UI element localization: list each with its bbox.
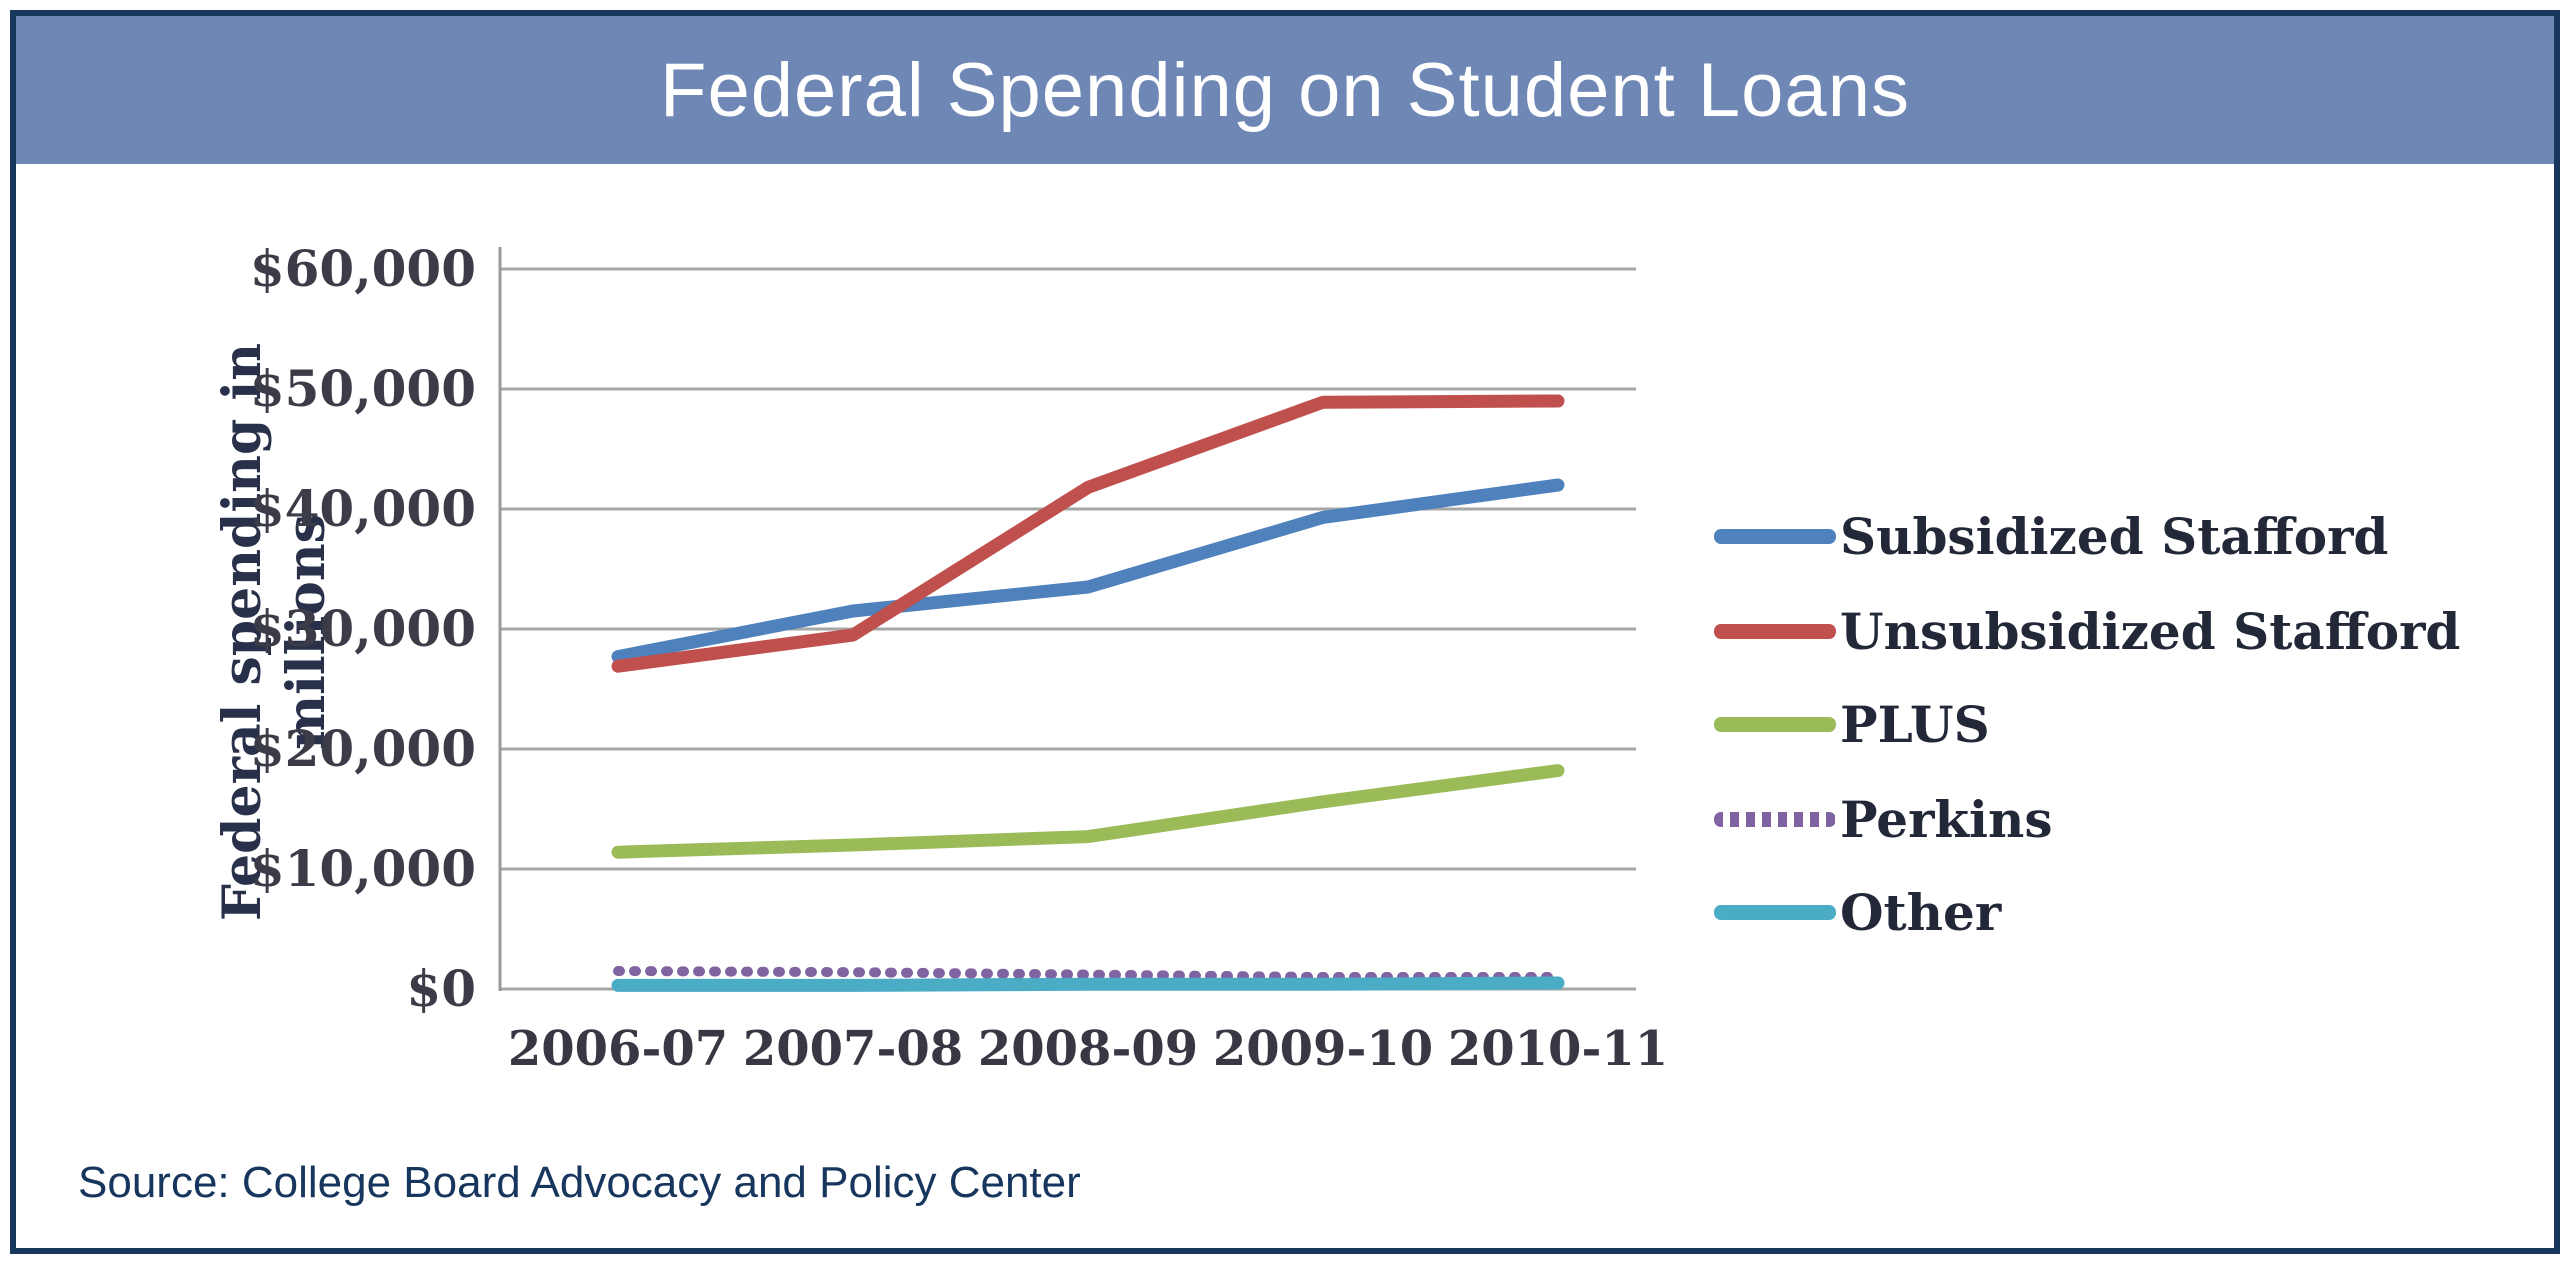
x-tick-label: 2007-08	[742, 1021, 964, 1077]
legend-label: Perkins	[1840, 789, 2053, 849]
y-tick-label: $10,000	[249, 839, 476, 898]
y-tick-label: $50,000	[249, 359, 476, 418]
chart-title: Federal Spending on Student Loans	[660, 47, 1910, 133]
y-tick-label: $20,000	[249, 719, 476, 778]
legend-label: PLUS	[1840, 694, 1990, 754]
legend-swatch-line-icon	[1714, 623, 1836, 639]
legend-swatch-line-icon	[1714, 716, 1836, 732]
legend-item: PLUS	[1714, 692, 1990, 756]
legend-item: Other	[1714, 880, 2001, 944]
legend-swatch-line-icon	[1714, 528, 1836, 544]
y-tick-label: $40,000	[249, 479, 476, 538]
x-tick-label: 2006-07	[507, 1021, 729, 1077]
legend-item: Subsidized Stafford	[1714, 504, 2388, 568]
y-tick-label: $0	[406, 959, 476, 1018]
y-tick-label: $60,000	[249, 239, 476, 298]
x-tick-label: 2008-09	[977, 1021, 1199, 1077]
legend: Subsidized Stafford Unsubsidized Staffor…	[1714, 16, 2514, 1248]
legend-label: Other	[1840, 882, 2002, 942]
legend-label: Unsubsidized Stafford	[1840, 601, 2461, 661]
legend-item: Unsubsidized Stafford	[1714, 599, 2460, 663]
header-band: Federal Spending on Student Loans	[16, 16, 2554, 164]
legend-label: Subsidized Stafford	[1840, 506, 2389, 566]
y-tick-label: $30,000	[249, 599, 476, 658]
legend-swatch-line-icon	[1714, 904, 1836, 920]
chart-card: Federal Spending on Student Loans Federa…	[10, 10, 2560, 1254]
x-tick-label: 2009-10	[1212, 1021, 1434, 1077]
legend-item: Perkins	[1714, 787, 2053, 851]
legend-swatch-line-icon	[1714, 811, 1836, 827]
source-note: Source: College Board Advocacy and Polic…	[78, 1158, 1081, 1207]
x-tick-label: 2010-11	[1447, 1021, 1669, 1077]
